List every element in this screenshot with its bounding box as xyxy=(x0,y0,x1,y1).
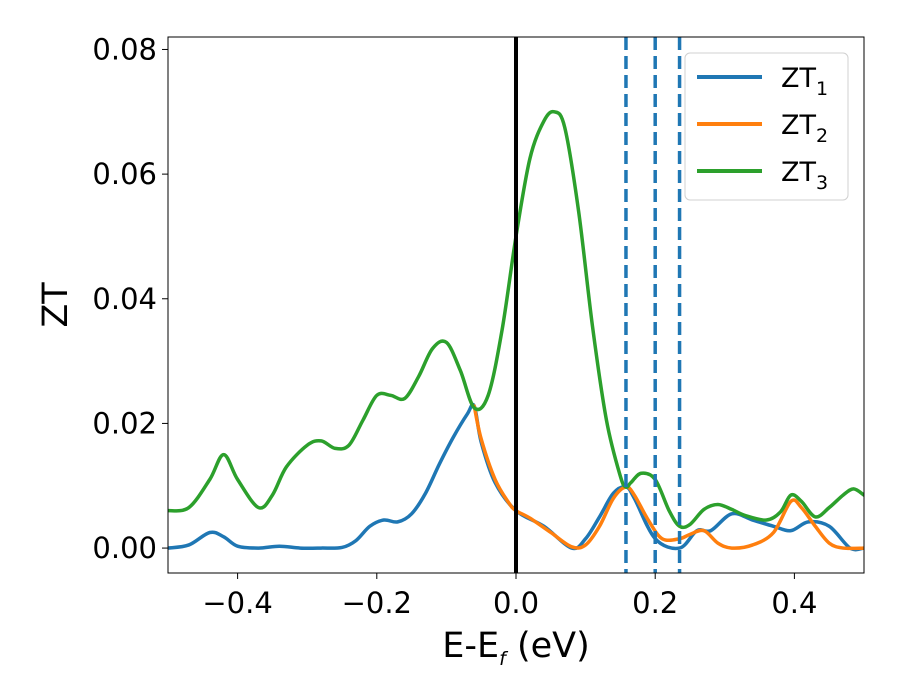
y-tick-label: 0.02 xyxy=(92,406,157,440)
legend: ZT1 ZT2 ZT3 xyxy=(684,52,849,201)
y-axis-ticks: 0.00 0.02 0.04 0.06 0.08 xyxy=(92,32,168,565)
series-layer xyxy=(168,109,864,552)
x-axis-title-suffix: (eV) xyxy=(506,626,590,666)
x-tick-label: 0.2 xyxy=(632,586,678,620)
legend-box xyxy=(684,52,849,201)
x-tick-label: −0.2 xyxy=(342,586,412,620)
y-tick-label: 0.04 xyxy=(92,282,157,316)
x-axis-ticks: −0.4 −0.2 0.0 0.2 0.4 xyxy=(202,573,817,620)
x-axis-title: E-Ef (eV) xyxy=(442,626,589,670)
x-tick-label: 0.4 xyxy=(771,586,817,620)
y-axis-title: ZT xyxy=(36,282,76,328)
legend-label-zt1: ZT1 xyxy=(781,63,828,100)
x-tick-label: −0.4 xyxy=(202,586,272,620)
y-tick-label: 0.06 xyxy=(92,157,157,191)
series-line-zt3 xyxy=(168,109,864,530)
x-axis-title-main: E-E xyxy=(442,626,499,666)
x-axis-title-subscript: f xyxy=(499,648,509,670)
legend-label-zt2: ZT2 xyxy=(781,110,828,147)
x-tick-label: 0.0 xyxy=(493,586,539,620)
y-tick-label: 0.08 xyxy=(92,32,157,66)
series-line-zt2 xyxy=(472,404,864,551)
legend-label-zt3: ZT3 xyxy=(781,157,828,194)
y-tick-label: 0.00 xyxy=(92,531,157,565)
vertical-lines-layer xyxy=(514,37,682,573)
